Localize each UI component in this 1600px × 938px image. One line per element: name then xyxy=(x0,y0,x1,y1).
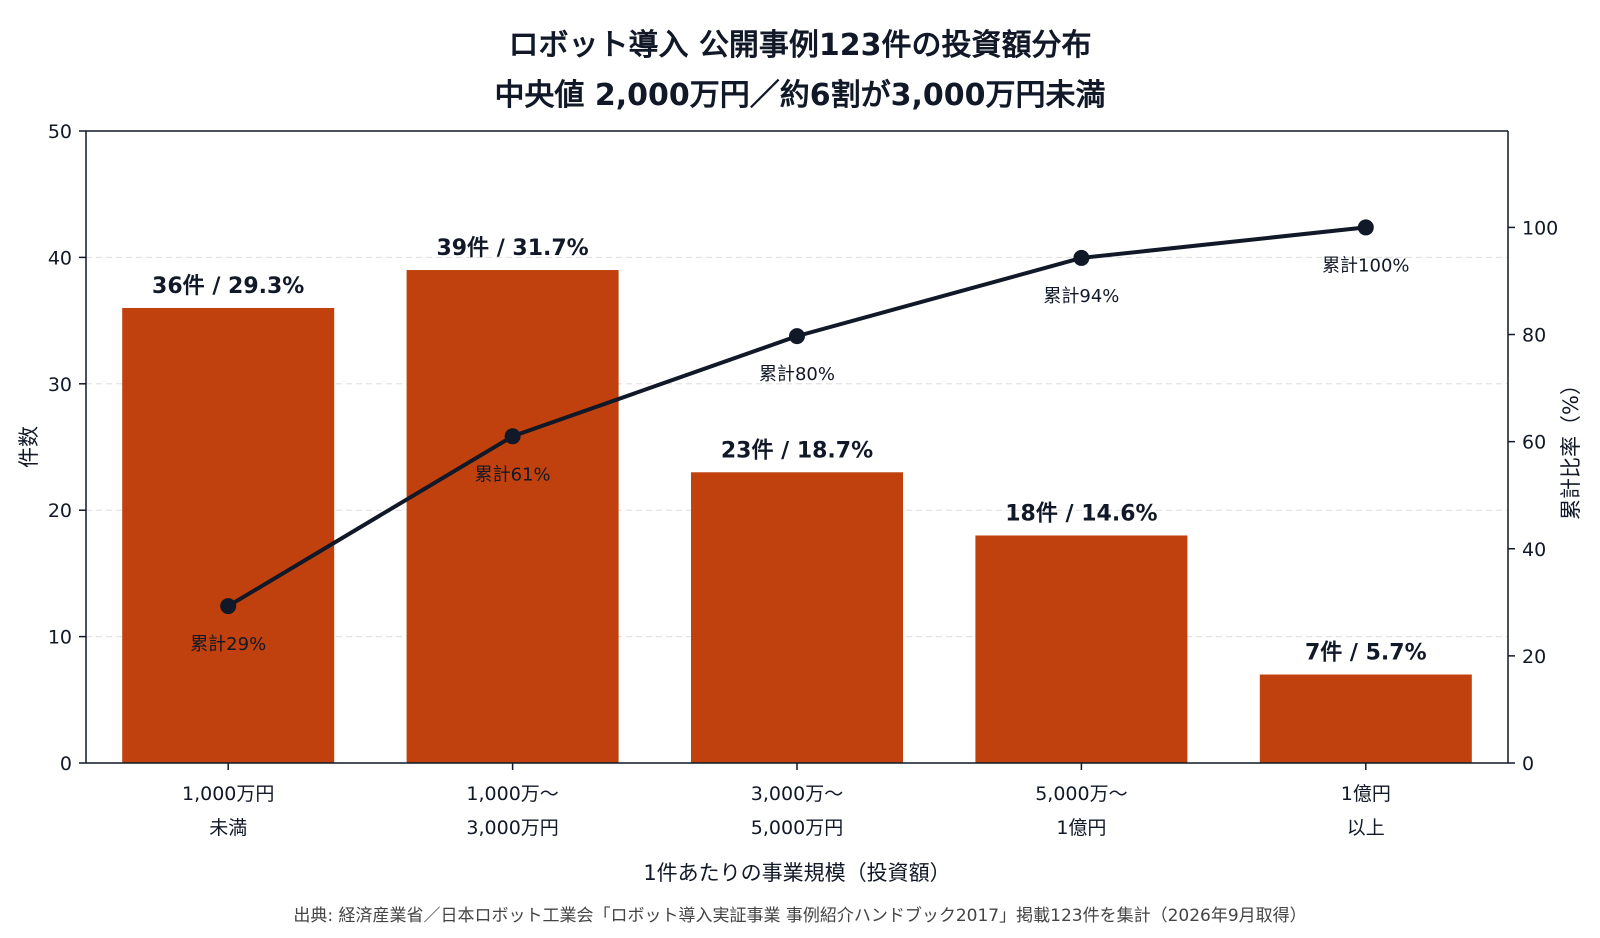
y-tick-label: 50 xyxy=(48,121,72,143)
chart-title: ロボット導入 公開事例123件の投資額分布 xyxy=(508,28,1092,63)
y2-tick-label: 40 xyxy=(1522,539,1546,561)
y-tick-label: 40 xyxy=(48,247,72,269)
x-tick-label: 1,000万〜 xyxy=(466,783,558,805)
y2-tick-label: 100 xyxy=(1522,217,1558,239)
y-tick-label: 20 xyxy=(48,500,72,522)
x-tick-label: 1,000万円 xyxy=(182,783,274,805)
bar-value-label: 7件 / 5.7% xyxy=(1305,641,1427,666)
cumulative-label: 累計61% xyxy=(475,464,551,485)
bar xyxy=(122,307,335,763)
chart-subtitle: 中央値 2,000万円／約6割が3,000万円未満 xyxy=(494,78,1106,113)
cumulative-point xyxy=(789,328,805,345)
x-tick-label: 5,000万〜 xyxy=(1035,783,1127,805)
y-tick-label: 10 xyxy=(48,627,72,649)
bar xyxy=(1259,674,1472,763)
bar xyxy=(406,270,619,763)
cumulative-label: 累計94% xyxy=(1043,286,1119,307)
x-tick-label: 以上 xyxy=(1347,817,1385,839)
x-tick-label: 1億円 xyxy=(1341,783,1391,805)
cumulative-point xyxy=(1073,249,1090,266)
bar xyxy=(691,472,903,763)
cumulative-point xyxy=(1357,219,1374,236)
bar-value-label: 18件 / 14.6% xyxy=(1005,501,1157,526)
y2-axis-title: 累計比率（%） xyxy=(1559,374,1583,520)
bar-value-label: 36件 / 29.3% xyxy=(152,274,304,299)
bar-value-label: 23件 / 18.7% xyxy=(721,438,873,463)
x-tick-label: 5,000万円 xyxy=(751,817,843,839)
x-tick-label: 1億円 xyxy=(1056,817,1106,839)
cumulative-label: 累計80% xyxy=(759,364,835,385)
y-tick-label: 30 xyxy=(48,374,72,396)
cumulative-label: 累計29% xyxy=(190,634,266,655)
y2-tick-label: 0 xyxy=(1522,753,1534,775)
cumulative-point xyxy=(504,428,521,445)
source-note: 出典: 経済産業省／日本ロボット工業会「ロボット導入実証事業 事例紹介ハンドブッ… xyxy=(293,906,1307,926)
y-axis-title: 件数 xyxy=(17,426,41,468)
bar-value-label: 39件 / 31.7% xyxy=(436,236,588,261)
y2-tick-label: 80 xyxy=(1522,325,1546,347)
x-tick-label: 未満 xyxy=(209,817,247,839)
bar xyxy=(975,535,1188,763)
x-tick-label: 3,000万〜 xyxy=(751,783,843,805)
y-tick-label: 0 xyxy=(60,753,72,775)
y2-tick-label: 60 xyxy=(1522,432,1546,454)
y2-tick-label: 20 xyxy=(1522,646,1546,668)
x-axis-title: 1件あたりの事業規模（投資額） xyxy=(643,861,950,885)
cumulative-label: 累計100% xyxy=(1322,255,1409,276)
x-tick-label: 3,000万円 xyxy=(466,817,558,839)
cumulative-point xyxy=(220,598,237,615)
